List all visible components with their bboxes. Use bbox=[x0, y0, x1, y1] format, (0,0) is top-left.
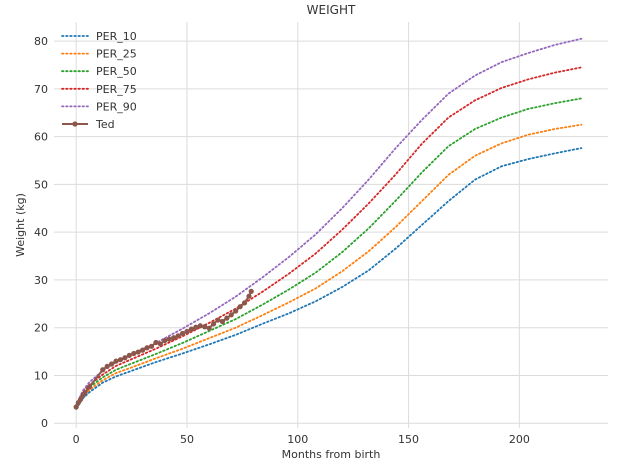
legend-item-per-75: PER_75 bbox=[61, 83, 137, 96]
point-ted bbox=[241, 300, 248, 306]
point-ted bbox=[215, 317, 221, 323]
point-ted bbox=[210, 321, 217, 327]
point-ted bbox=[171, 335, 177, 341]
legend: PER_10 PER_25 PER_50 PER_75 PER_90 Ted bbox=[61, 30, 137, 131]
series-per-10 bbox=[75, 147, 583, 410]
legend-label: PER_10 bbox=[96, 30, 137, 43]
point-ted bbox=[224, 315, 230, 321]
y-tick-label: 70 bbox=[34, 83, 48, 96]
point-ted bbox=[113, 358, 119, 364]
point-ted bbox=[73, 404, 79, 410]
point-ted bbox=[233, 308, 239, 314]
x-tick-label: 50 bbox=[180, 433, 194, 446]
legend-label: PER_50 bbox=[96, 65, 137, 78]
point-ted bbox=[175, 333, 181, 339]
point-ted bbox=[206, 325, 212, 331]
point-ted bbox=[131, 350, 137, 357]
point-ted bbox=[188, 326, 194, 332]
legend-item-per-10: PER_10 bbox=[61, 30, 137, 43]
point-ted bbox=[248, 288, 254, 294]
y-tick-label: 80 bbox=[34, 35, 48, 48]
point-ted bbox=[144, 345, 150, 351]
point-ted bbox=[117, 357, 124, 363]
x-axis-label: Months from birth bbox=[282, 448, 381, 461]
legend-item-per-25: PER_25 bbox=[61, 48, 137, 61]
legend-item-per-90: PER_90 bbox=[61, 100, 137, 113]
point-ted bbox=[140, 347, 146, 353]
grid bbox=[54, 22, 608, 428]
x-tick-label: 150 bbox=[398, 433, 419, 446]
legend-marker bbox=[72, 121, 78, 127]
legend-label: PER_25 bbox=[96, 48, 137, 61]
point-ted bbox=[237, 304, 243, 310]
x-tick-label: 200 bbox=[509, 433, 530, 446]
y-tick-label: 60 bbox=[34, 131, 48, 144]
legend-item-ted: Ted bbox=[62, 118, 115, 131]
point-ted bbox=[193, 324, 199, 330]
y-tick-label: 50 bbox=[34, 178, 48, 191]
legend-label: PER_90 bbox=[96, 100, 137, 113]
series-per-25 bbox=[75, 123, 583, 409]
point-ted bbox=[184, 328, 190, 335]
point-ted bbox=[228, 312, 234, 318]
y-tick-label: 0 bbox=[41, 417, 48, 430]
chart-title: WEIGHT bbox=[307, 3, 356, 17]
series-ted bbox=[73, 288, 254, 410]
line-per-75 bbox=[75, 66, 583, 407]
point-ted bbox=[104, 363, 110, 369]
point-ted bbox=[197, 323, 203, 329]
y-tick-label: 10 bbox=[34, 369, 48, 382]
point-ted bbox=[153, 339, 159, 346]
point-ted bbox=[162, 337, 168, 344]
point-ted bbox=[100, 367, 106, 373]
y-tick-label: 20 bbox=[34, 322, 48, 335]
point-ted bbox=[109, 361, 115, 367]
legend-label: Ted bbox=[95, 118, 115, 131]
point-ted bbox=[77, 396, 84, 402]
series-per-50 bbox=[75, 97, 583, 408]
x-tick-label: 0 bbox=[73, 433, 80, 446]
point-ted bbox=[179, 330, 186, 337]
line-per-50 bbox=[75, 97, 583, 408]
point-ted bbox=[126, 352, 132, 358]
line-per-10 bbox=[75, 147, 583, 410]
series-layer bbox=[73, 37, 583, 410]
point-ted bbox=[157, 341, 163, 347]
point-ted bbox=[135, 349, 141, 355]
tick-labels: 0 50 100 150 200 0 10 20 30 40 50 60 70 80 bbox=[34, 35, 530, 446]
plot-area bbox=[54, 22, 608, 428]
point-ted bbox=[122, 355, 128, 361]
point-ted bbox=[219, 318, 226, 325]
point-ted bbox=[202, 324, 208, 330]
x-tick-label: 100 bbox=[287, 433, 308, 446]
point-ted bbox=[148, 343, 155, 349]
series-per-75 bbox=[75, 66, 583, 407]
y-tick-label: 30 bbox=[34, 274, 48, 287]
legend-label: PER_75 bbox=[96, 83, 137, 96]
point-ted bbox=[82, 390, 88, 396]
line-per-25 bbox=[75, 123, 583, 409]
y-tick-label: 40 bbox=[34, 226, 48, 239]
legend-item-per-50: PER_50 bbox=[61, 65, 137, 78]
y-axis-label: Weight (kg) bbox=[14, 193, 27, 257]
point-ted bbox=[246, 293, 252, 299]
point-ted bbox=[86, 384, 93, 390]
point-ted bbox=[166, 336, 172, 342]
